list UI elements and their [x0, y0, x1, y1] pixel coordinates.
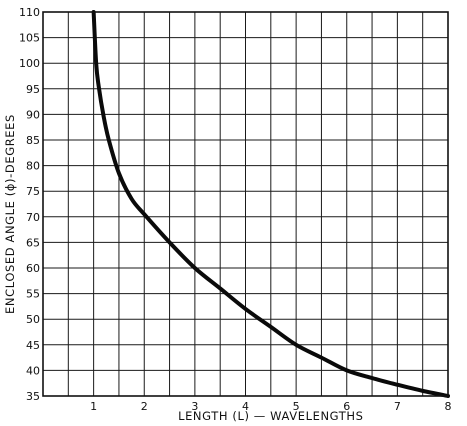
x-tick-label: 7 — [394, 400, 401, 413]
x-tick-label: 2 — [141, 400, 148, 413]
series-curve — [91, 10, 450, 398]
y-tick-label: 50 — [26, 313, 40, 326]
grid — [43, 12, 448, 396]
y-tick-label: 75 — [26, 185, 40, 198]
y-tick-label: 70 — [26, 211, 40, 224]
y-tick-label: 110 — [19, 6, 40, 19]
x-tick-label: 6 — [343, 400, 350, 413]
x-tick-label: 1 — [90, 400, 97, 413]
y-tick-label: 45 — [26, 339, 40, 352]
y-tick-label: 35 — [26, 390, 40, 403]
x-tick-label: 8 — [445, 400, 452, 413]
x-tick-label: 4 — [242, 400, 249, 413]
y-tick-label: 95 — [26, 83, 40, 96]
y-tick-label: 65 — [26, 236, 40, 249]
plot-frame — [42, 11, 449, 397]
y-tick-label: 85 — [26, 134, 40, 147]
y-tick-label: 40 — [26, 364, 40, 377]
series-layer — [91, 10, 450, 398]
y-tick-label: 60 — [26, 262, 40, 275]
x-tick-label: 5 — [293, 400, 300, 413]
y-tick-label: 90 — [26, 108, 40, 121]
x-axis-title: LENGTH (L) — WAVELENGTHS — [178, 409, 363, 423]
y-axis-title: ENCLOSED ANGLE (ϕ)-DEGREES — [3, 114, 17, 314]
x-tick-label: 3 — [191, 400, 198, 413]
x-tick-labels: 1 2 3 4 5 6 7 8 — [90, 400, 451, 413]
y-tick-label: 80 — [26, 160, 40, 173]
y-tick-label: 100 — [19, 57, 40, 70]
y-tick-label: 105 — [19, 32, 40, 45]
y-tick-label: 55 — [26, 288, 40, 301]
y-tick-labels: 35 40 45 50 55 60 65 70 75 80 85 90 95 100 105 110 — [19, 6, 40, 403]
